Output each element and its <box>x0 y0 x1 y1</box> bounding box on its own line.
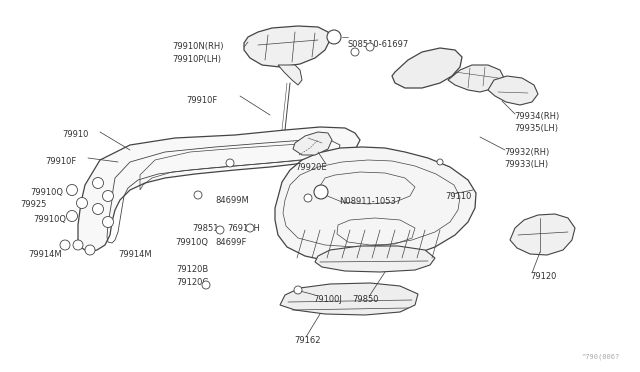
Circle shape <box>102 190 113 202</box>
Circle shape <box>304 194 312 202</box>
Circle shape <box>93 177 104 189</box>
Text: S: S <box>332 34 337 40</box>
Circle shape <box>246 224 254 232</box>
Text: S08510-61697: S08510-61697 <box>348 40 409 49</box>
Circle shape <box>60 240 70 250</box>
Polygon shape <box>392 48 462 88</box>
Text: 79910N(RH): 79910N(RH) <box>172 42 223 51</box>
Text: 79910P(LH): 79910P(LH) <box>172 55 221 64</box>
Polygon shape <box>275 147 476 263</box>
Text: 79914M: 79914M <box>28 250 61 259</box>
Text: 79934(RH): 79934(RH) <box>514 112 559 121</box>
Circle shape <box>102 217 113 228</box>
Text: 79910: 79910 <box>62 130 88 139</box>
Circle shape <box>85 245 95 255</box>
Text: 79932(RH): 79932(RH) <box>504 148 549 157</box>
Text: 79935(LH): 79935(LH) <box>514 124 558 133</box>
Text: 79914M: 79914M <box>118 250 152 259</box>
Circle shape <box>77 198 88 208</box>
Text: 76910H: 76910H <box>227 224 260 233</box>
Polygon shape <box>78 127 360 252</box>
Text: N: N <box>318 189 324 195</box>
Text: 84699F: 84699F <box>215 238 246 247</box>
Circle shape <box>351 48 359 56</box>
Circle shape <box>294 286 302 294</box>
Polygon shape <box>488 76 538 105</box>
Circle shape <box>202 281 210 289</box>
Text: 84699M: 84699M <box>215 196 249 205</box>
Circle shape <box>73 240 83 250</box>
Polygon shape <box>278 65 302 85</box>
Circle shape <box>226 159 234 167</box>
Text: N08911-10537: N08911-10537 <box>339 197 401 206</box>
Circle shape <box>67 211 77 221</box>
Text: 79925: 79925 <box>20 200 46 209</box>
Text: 79120C: 79120C <box>176 278 208 287</box>
Circle shape <box>67 185 77 196</box>
Circle shape <box>437 159 443 165</box>
Polygon shape <box>510 214 575 255</box>
Polygon shape <box>293 132 332 155</box>
Polygon shape <box>315 246 435 272</box>
Circle shape <box>194 191 202 199</box>
Text: 79910F: 79910F <box>186 96 217 105</box>
Text: 79910F: 79910F <box>45 157 76 166</box>
Text: 79100J: 79100J <box>313 295 342 304</box>
Circle shape <box>327 30 341 44</box>
Text: 79910Q: 79910Q <box>175 238 208 247</box>
Text: 79920E: 79920E <box>295 163 326 172</box>
Circle shape <box>216 226 224 234</box>
Circle shape <box>366 43 374 51</box>
Text: 79910Q: 79910Q <box>33 215 66 224</box>
Circle shape <box>314 185 328 199</box>
Text: 79933(LH): 79933(LH) <box>504 160 548 169</box>
Polygon shape <box>448 65 505 92</box>
Text: 79120B: 79120B <box>176 265 208 274</box>
Text: 79162: 79162 <box>294 336 321 345</box>
Text: 79110: 79110 <box>445 192 472 201</box>
Circle shape <box>93 203 104 215</box>
Text: 79851: 79851 <box>192 224 218 233</box>
Text: 79120: 79120 <box>530 272 556 281</box>
Text: 79850: 79850 <box>352 295 378 304</box>
Polygon shape <box>244 26 330 67</box>
Polygon shape <box>280 283 418 315</box>
Text: 79910Q: 79910Q <box>30 188 63 197</box>
Text: ^790(006?: ^790(006? <box>582 353 620 360</box>
